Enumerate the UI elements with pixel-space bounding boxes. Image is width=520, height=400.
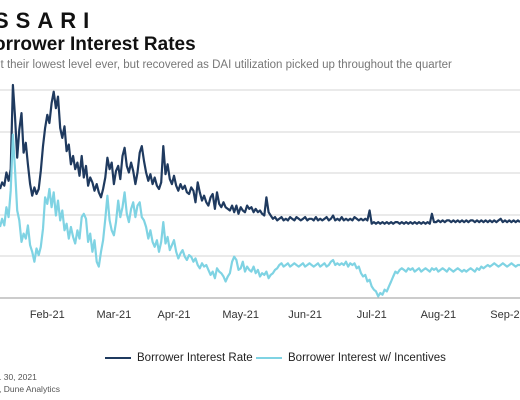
chart-title: orrower Interest Rates: [0, 34, 196, 55]
x-tick-label-1: Mar-21: [96, 309, 131, 321]
chart-legend: Borrower Interest Rate Borrower Interest…: [0, 352, 520, 368]
x-tick-label-0: Feb-21: [30, 309, 65, 321]
legend-label-borrower-rate: Borrower Interest Rate: [137, 352, 253, 364]
x-tick-label-5: Jul-21: [357, 309, 387, 321]
x-tick-label-3: May-21: [222, 309, 259, 321]
series-line-1: [0, 133, 520, 298]
x-tick-label-2: Apr-21: [158, 309, 191, 321]
brand-logo: SSARI: [0, 8, 97, 33]
footer-source: , Dune Analytics: [0, 384, 60, 394]
x-tick-label-4: Jun-21: [288, 309, 322, 321]
legend-item-borrower-rate: Borrower Interest Rate: [105, 352, 253, 364]
series-line-0: [0, 83, 520, 225]
x-tick-label-6: Aug-21: [421, 309, 456, 321]
legend-swatch-borrower-rate: [105, 357, 131, 359]
chart-subtitle: it their lowest level ever, but recovere…: [0, 59, 452, 71]
legend-item-borrower-incentives: Borrower Interest w/ Incentives: [256, 352, 446, 364]
footer-date: . 30, 2021: [0, 372, 37, 382]
legend-swatch-borrower-incentives: [256, 357, 282, 359]
legend-label-borrower-incentives: Borrower Interest w/ Incentives: [288, 352, 446, 364]
x-tick-label-7: Sep-2: [490, 309, 519, 321]
